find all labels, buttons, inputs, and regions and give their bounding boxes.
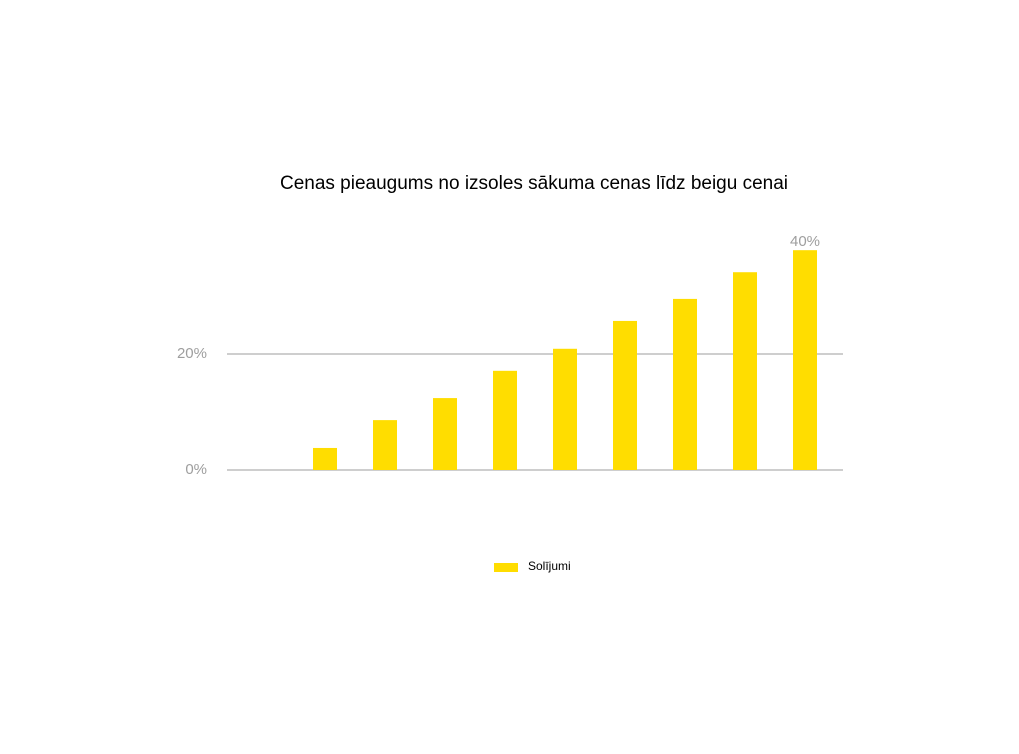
bar <box>553 348 577 470</box>
annotation: 40% <box>790 233 820 250</box>
bar <box>433 398 457 470</box>
y-tick-label: 0% <box>185 461 207 478</box>
bar <box>733 272 757 470</box>
bar <box>613 320 637 470</box>
legend-label: Solījumi <box>528 559 571 573</box>
bar <box>673 298 697 470</box>
y-tick-label: 20% <box>177 345 207 362</box>
bar <box>373 420 397 470</box>
bar <box>793 250 817 470</box>
bar <box>493 370 517 470</box>
legend-swatch <box>494 563 518 572</box>
bar <box>313 447 337 470</box>
chart-title: Cenas pieaugums no izsoles sākuma cenas … <box>280 173 788 194</box>
